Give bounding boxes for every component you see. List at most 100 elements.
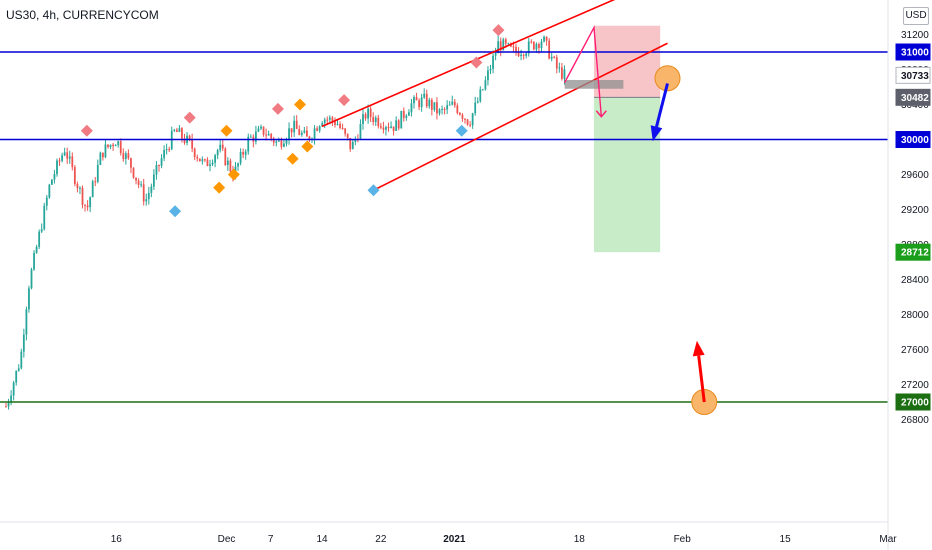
candle-body <box>428 99 431 107</box>
price-tick-label: 27600 <box>901 345 929 356</box>
price-tag-box <box>895 243 931 261</box>
candle-body <box>359 124 362 140</box>
candle-body <box>175 129 178 132</box>
candle-body <box>476 101 479 103</box>
candle-body <box>22 334 25 352</box>
candle-body <box>142 184 145 202</box>
candle-body <box>561 67 563 79</box>
candle-body <box>313 128 316 139</box>
candle-body <box>538 43 540 48</box>
candle-body <box>122 153 125 159</box>
candle-body <box>420 97 423 108</box>
candle-body <box>392 126 395 131</box>
candle-body <box>545 36 548 41</box>
candle-body <box>527 41 530 54</box>
trend-arrow-shaft <box>655 83 669 128</box>
candle-body <box>346 133 349 138</box>
candle-body <box>249 136 252 138</box>
candle-body <box>453 101 456 106</box>
candle-body <box>316 128 318 131</box>
highlight-circle <box>654 65 681 92</box>
diamond-marker <box>294 98 306 111</box>
candle-body <box>201 159 204 162</box>
candle-body <box>497 41 500 54</box>
price-tick-label: 26800 <box>901 415 929 426</box>
time-tick-label: 15 <box>780 534 792 545</box>
candle-body <box>132 167 135 178</box>
candle-body <box>158 164 160 166</box>
candle-body <box>242 151 245 155</box>
candle-body <box>112 144 114 147</box>
candle-body <box>33 252 35 270</box>
candle-body <box>221 144 224 149</box>
candle-body <box>507 43 510 45</box>
candle-body <box>448 104 451 106</box>
candle-body <box>328 117 331 120</box>
price-axis[interactable]: 2680027200276002800028400288002920029600… <box>887 0 931 550</box>
candle-body <box>76 184 79 189</box>
candle-body <box>68 156 71 159</box>
candle-body <box>25 309 28 335</box>
price-tick-label: 28400 <box>901 275 929 286</box>
candle-body <box>290 128 293 133</box>
candle-body <box>35 246 38 253</box>
trend-arrow-head <box>650 125 663 142</box>
candle-body <box>140 184 143 186</box>
candle-body <box>99 152 102 165</box>
candle-body <box>20 351 23 369</box>
candle-body <box>354 139 357 142</box>
candle-body <box>183 138 186 143</box>
candle-body <box>395 120 398 131</box>
candle-body <box>114 145 117 147</box>
price-tag-box <box>895 131 931 148</box>
candle-body <box>441 108 443 110</box>
candle-body <box>408 112 410 116</box>
time-tick-label: 7 <box>268 534 274 545</box>
time-tick-label: 18 <box>574 534 586 545</box>
candle-body <box>10 395 12 402</box>
candle-body <box>540 41 543 48</box>
candle-body <box>341 127 344 129</box>
candle-body <box>451 101 454 105</box>
candle-body <box>283 143 285 147</box>
candle-body <box>535 43 538 50</box>
candle-body <box>147 192 150 200</box>
candle-body <box>318 126 321 131</box>
candle-body <box>229 160 232 172</box>
candle-body <box>553 56 556 58</box>
symbol-title: US30, 4h, CURRENCYCOM <box>6 8 159 22</box>
candle-body <box>456 105 459 113</box>
candle-body <box>86 205 89 208</box>
candle-body <box>7 401 10 407</box>
trend-arrow-shaft <box>697 355 706 403</box>
currency-badge[interactable]: USD <box>903 7 929 25</box>
candle-body <box>94 181 97 183</box>
candle-body <box>79 187 81 189</box>
candle-body <box>12 382 15 396</box>
price-tick-label: 29200 <box>901 205 929 216</box>
price-tag-label: 27000 <box>901 398 929 409</box>
candle-body <box>382 127 385 130</box>
candle-body <box>168 149 171 151</box>
candle-body <box>550 56 553 59</box>
channel-upper-line <box>321 0 616 128</box>
candle-body <box>331 117 334 122</box>
candle-body <box>543 36 545 42</box>
candle-body <box>244 151 247 155</box>
candle-body <box>351 141 354 150</box>
diamond-marker <box>169 205 182 218</box>
horizontal-levels-layer <box>0 51 888 403</box>
time-axis[interactable]: 16 Dec 7 14 22 2021 18 Feb 15 Mar <box>0 521 897 545</box>
candle-body <box>155 164 158 175</box>
candle-body <box>91 181 94 198</box>
candle-body <box>300 132 303 135</box>
candle-body <box>216 150 219 156</box>
candle-body <box>262 126 265 135</box>
candle-body <box>89 197 92 208</box>
time-tick-label: 22 <box>375 534 387 545</box>
candle-body <box>555 57 558 69</box>
candle-body <box>204 159 206 161</box>
candle-body <box>410 103 413 113</box>
diamond-marker <box>492 24 505 37</box>
